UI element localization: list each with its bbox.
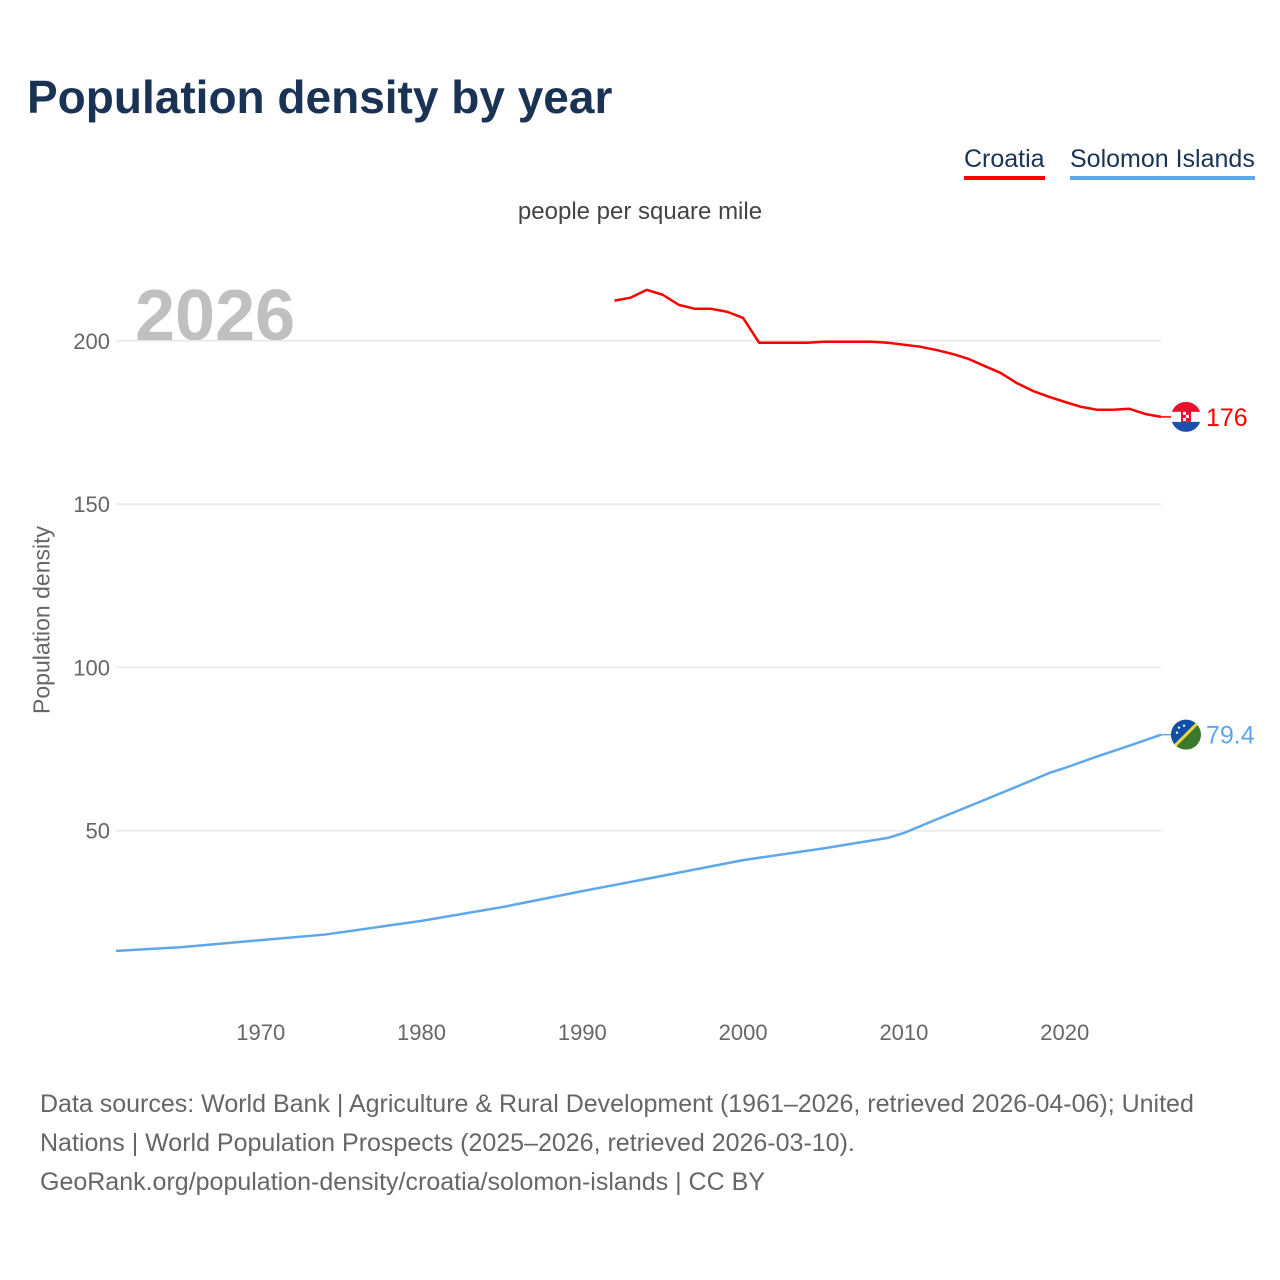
- source-link[interactable]: GeoRank.org/population-density/croatia/s…: [40, 1168, 765, 1196]
- chart-title: Population density by year: [27, 71, 613, 123]
- x-tick-label: 1980: [397, 1020, 446, 1045]
- x-tick-label: 2020: [1040, 1020, 1089, 1045]
- flag-solomon-islands-icon: [1171, 719, 1201, 750]
- end-value-label-solomon-islands: 79.4: [1206, 722, 1255, 750]
- y-tick-label: 50: [86, 819, 110, 844]
- legend-croatia[interactable]: Croatia: [964, 145, 1045, 180]
- y-tick-label: 150: [73, 492, 110, 517]
- y-tick-label: 200: [73, 329, 110, 354]
- chart-subtitle: people per square mile: [517, 198, 763, 225]
- series-line-croatia: [614, 288, 1162, 419]
- x-tick-label: 2010: [879, 1020, 928, 1045]
- y-tick-label: 100: [73, 655, 110, 680]
- x-tick-label: 1990: [558, 1020, 607, 1045]
- x-tick-label: 2000: [719, 1020, 768, 1045]
- sources: Data sources: World Bank | Agriculture &…: [40, 1085, 1250, 1202]
- x-tick-label: 1970: [236, 1020, 285, 1045]
- legend-solomon-islands[interactable]: Solomon Islands: [1070, 145, 1255, 180]
- source-text: Data sources: World Bank | Agriculture &…: [40, 1090, 1194, 1157]
- year-watermark: 2026: [135, 276, 295, 356]
- series-line-solomon-islands: [115, 733, 1162, 953]
- end-value-label-croatia: 176: [1206, 404, 1248, 432]
- flag-croatia-icon: [1171, 401, 1201, 432]
